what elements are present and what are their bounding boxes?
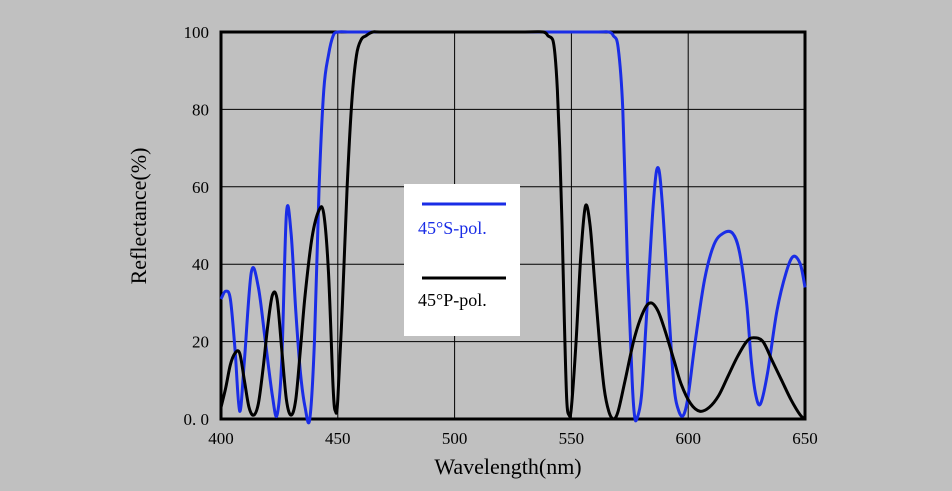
legend: 45°S-pol. 45°P-pol. [404,184,520,336]
y-tick-label: 40 [192,255,209,274]
y-tick-label: 100 [184,23,210,42]
y-tick-label: 0. 0 [184,410,210,429]
x-tick-label: 500 [442,429,468,448]
y-tick-labels: 0. 0 20 40 60 80 100 [184,23,210,429]
legend-box [404,184,520,336]
x-tick-label: 600 [675,429,701,448]
y-tick-label: 20 [192,333,209,352]
legend-label-s-pol: 45°S-pol. [418,218,487,238]
x-tick-label: 450 [325,429,351,448]
legend-label-p-pol: 45°P-pol. [418,290,487,310]
x-tick-labels: 400 450 500 550 600 650 [208,429,818,448]
x-tick-label: 400 [208,429,234,448]
series-line-p-pol [219,30,806,421]
y-tick-label: 60 [192,178,209,197]
y-tick-label: 80 [192,100,209,119]
series-lines [219,30,807,425]
x-tick-label: 550 [559,429,585,448]
x-tick-label: 650 [792,429,818,448]
x-axis-title: Wavelength(nm) [434,454,581,479]
y-axis-title: Reflectance(%) [126,148,151,285]
